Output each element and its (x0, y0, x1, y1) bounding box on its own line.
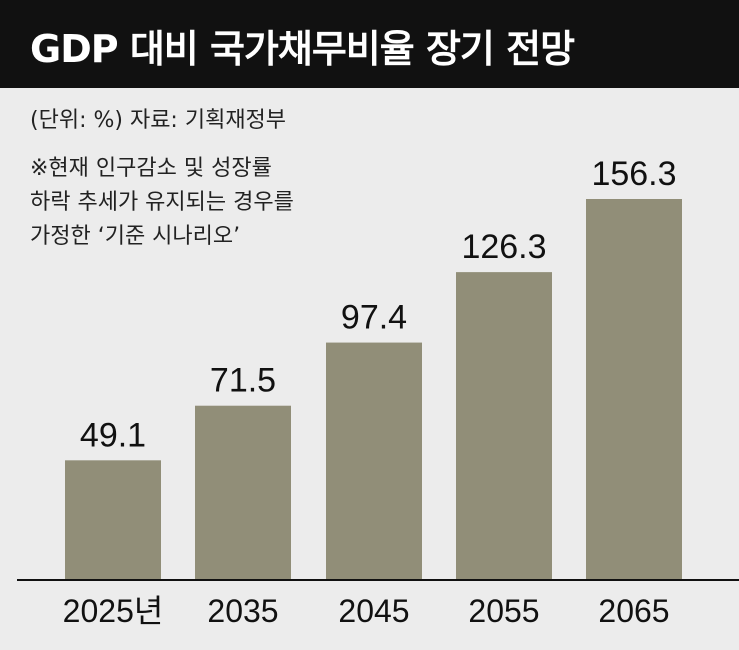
value-label: 71.5 (210, 362, 276, 400)
note-line-3: 가정한 ‘기준 시나리오’ (30, 224, 241, 249)
value-label: 126.3 (461, 228, 546, 266)
note-line-1: ※현재 인구감소 및 성장률 (30, 156, 272, 181)
title-bar: GDP 대비 국가채무비율 장기 전망 (0, 0, 739, 88)
bar-2045 (326, 342, 422, 580)
value-label: 97.4 (341, 299, 407, 337)
bar-2025년 (65, 460, 161, 580)
bar-2035 (195, 405, 291, 580)
note-line-2: 하락 추세가 유지되는 경우를 (30, 190, 294, 215)
x-tick-label: 2065 (598, 593, 669, 629)
x-tick-label: 2045 (338, 593, 409, 629)
value-label: 156.3 (591, 155, 676, 193)
bar-2055 (456, 272, 552, 580)
chart-title: GDP 대비 국가채무비율 장기 전망 (30, 27, 575, 71)
value-label: 49.1 (80, 416, 146, 454)
unit-source: (단위: %) 자료: 기획재정부 (30, 108, 287, 133)
x-tick-label: 2055 (468, 593, 539, 629)
x-tick-label: 2035 (207, 593, 278, 629)
x-tick-label: 2025년 (63, 593, 164, 629)
bar-2065 (586, 199, 682, 580)
